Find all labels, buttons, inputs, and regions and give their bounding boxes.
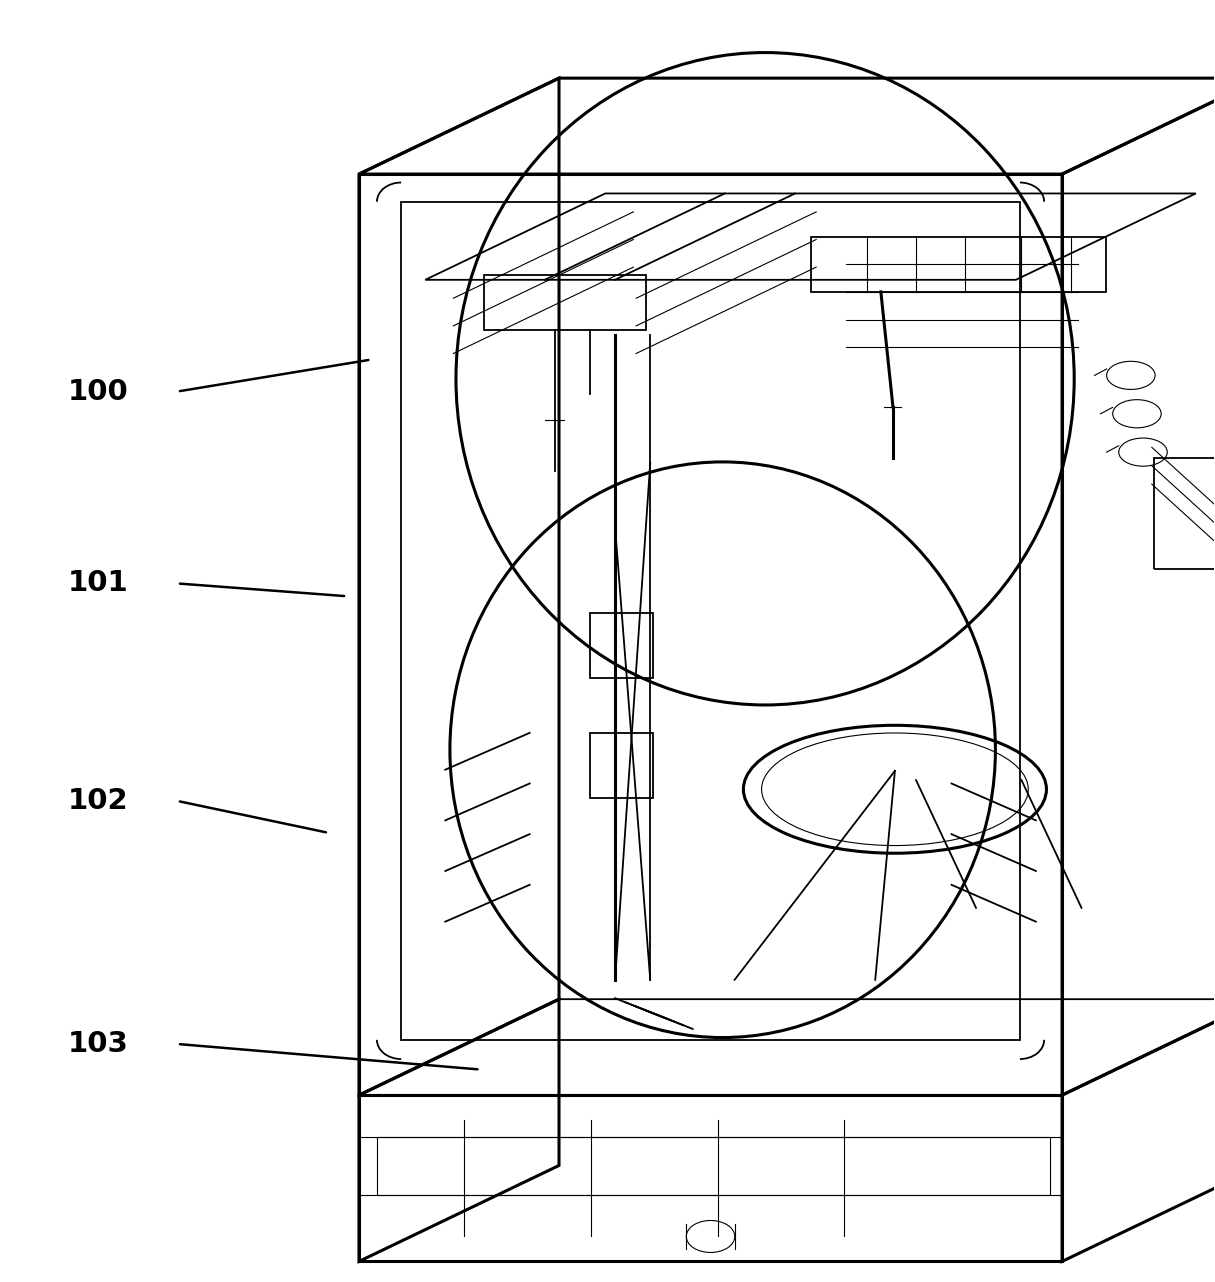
Text: 103: 103 [68,1029,129,1058]
Text: 101: 101 [68,569,129,597]
Text: 102: 102 [68,787,129,815]
Text: 100: 100 [68,378,129,405]
